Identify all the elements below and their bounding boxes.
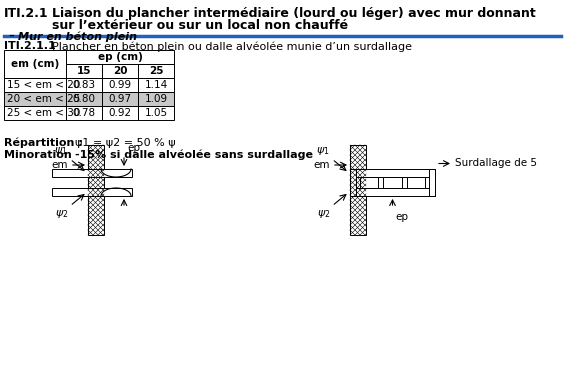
Text: 25 < em < 30: 25 < em < 30 — [7, 108, 80, 118]
Text: 15 < em < 20: 15 < em < 20 — [7, 80, 80, 90]
Text: 0.80: 0.80 — [72, 94, 95, 104]
Text: $\psi_1$: $\psi_1$ — [54, 145, 68, 157]
Bar — [4, 106, 66, 120]
Bar — [407, 177, 425, 188]
Bar — [429, 169, 435, 196]
Text: sur l’extérieur ou sur un local non chauffé: sur l’extérieur ou sur un local non chau… — [52, 19, 348, 32]
Text: ITI.2.1: ITI.2.1 — [4, 7, 49, 20]
Text: Plancher en béton plein ou dalle alvéolée munie d’un surdallage: Plancher en béton plein ou dalle alvéolé… — [52, 41, 412, 52]
Text: 0.83: 0.83 — [72, 80, 95, 90]
Text: $\psi_2$: $\psi_2$ — [316, 208, 330, 220]
Text: em: em — [314, 160, 330, 170]
Bar — [138, 92, 174, 106]
Bar — [350, 169, 356, 196]
Text: 0.99: 0.99 — [108, 80, 132, 90]
Bar — [138, 106, 174, 120]
Text: Répartition :: Répartition : — [4, 138, 82, 148]
Bar — [102, 92, 138, 106]
Text: ITI.2.1.1: ITI.2.1.1 — [4, 41, 56, 51]
Bar — [52, 169, 132, 177]
Text: ep: ep — [127, 143, 140, 153]
Bar — [102, 64, 138, 78]
Text: ψ1 = ψ2 = 50 % ψ: ψ1 = ψ2 = 50 % ψ — [75, 138, 176, 148]
Text: 0.78: 0.78 — [72, 108, 95, 118]
Bar — [4, 78, 66, 92]
Text: Minoration: Minoration — [4, 150, 72, 160]
Bar — [350, 145, 366, 235]
Bar — [66, 78, 102, 92]
Text: 0.92: 0.92 — [108, 108, 132, 118]
Text: Liaison du plancher intermédiaire (lourd ou léger) avec mur donnant: Liaison du plancher intermédiaire (lourd… — [52, 7, 536, 20]
Text: 25: 25 — [149, 66, 163, 76]
Text: 20 < em < 25: 20 < em < 25 — [7, 94, 80, 104]
Bar — [66, 64, 102, 78]
Bar — [360, 177, 379, 188]
Bar — [88, 145, 104, 235]
Bar — [102, 106, 138, 120]
Text: em (cm): em (cm) — [11, 59, 59, 69]
Bar — [138, 78, 174, 92]
Bar — [4, 92, 66, 106]
Text: 1.14: 1.14 — [145, 80, 168, 90]
Text: 1.09: 1.09 — [145, 94, 168, 104]
Bar — [66, 92, 102, 106]
Bar — [350, 169, 435, 177]
Text: 0.97: 0.97 — [108, 94, 132, 104]
Text: ep: ep — [396, 212, 408, 222]
Text: –: – — [8, 31, 14, 41]
Text: Mur en béton plein: Mur en béton plein — [18, 31, 137, 41]
Bar — [350, 188, 435, 196]
Bar — [66, 106, 102, 120]
Bar — [383, 177, 402, 188]
Text: Surdallage de 5: Surdallage de 5 — [455, 159, 537, 169]
Bar — [138, 64, 174, 78]
Text: $\psi_1$: $\psi_1$ — [316, 145, 330, 157]
Text: 20: 20 — [113, 66, 127, 76]
Text: 15: 15 — [77, 66, 92, 76]
Text: em: em — [51, 160, 68, 170]
Bar — [66, 50, 174, 64]
Bar — [52, 188, 132, 196]
Text: ep (cm): ep (cm) — [98, 52, 142, 62]
Text: $\psi_2$: $\psi_2$ — [54, 208, 68, 220]
Text: -15% si dalle alvéolée sans surdallage: -15% si dalle alvéolée sans surdallage — [75, 150, 313, 161]
Bar — [102, 78, 138, 92]
Bar — [4, 50, 66, 78]
Text: 1.05: 1.05 — [145, 108, 168, 118]
